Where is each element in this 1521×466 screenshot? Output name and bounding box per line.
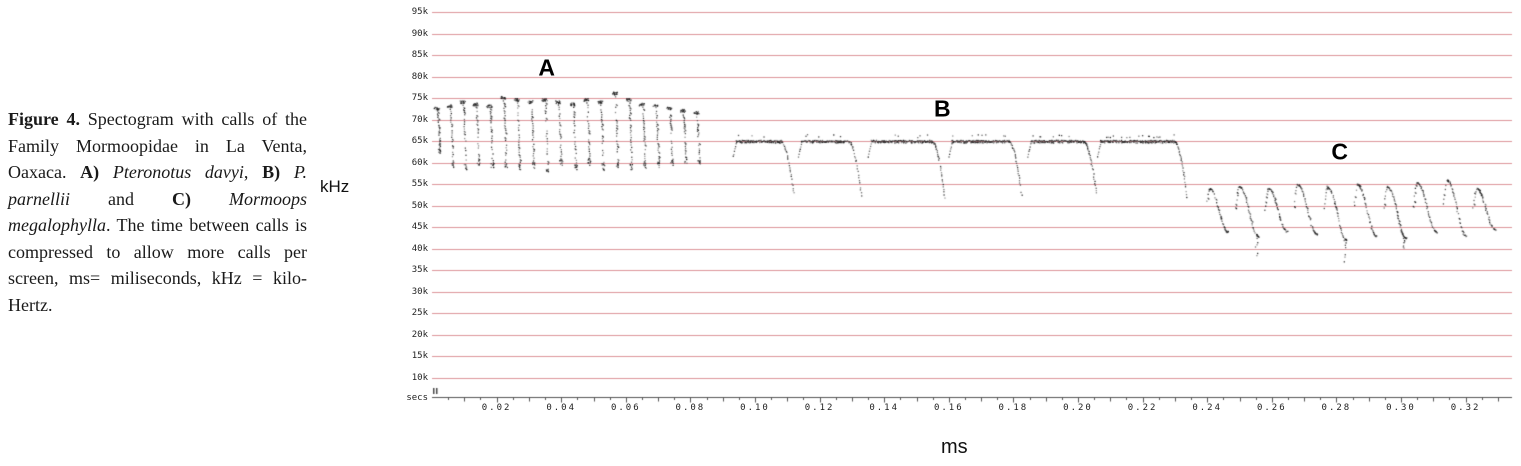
x-tick-label: 0.20 <box>1063 403 1093 413</box>
y-tick-label: 35k <box>411 265 428 275</box>
y-tick-label: 60k <box>411 157 428 168</box>
y-tick-label: 50k <box>411 200 428 211</box>
caption-text <box>191 189 229 209</box>
call-group-label-b: B <box>934 95 951 122</box>
y-tick-label: 10k <box>411 372 428 383</box>
caption-text <box>280 162 294 182</box>
x-tick-label: 0.18 <box>998 403 1029 413</box>
caption-bold-text: C) <box>171 188 191 209</box>
y-axis-title: kHz <box>320 177 350 196</box>
x-tick-label: 0.04 <box>546 403 577 413</box>
y-tick-label: 20k <box>411 329 428 340</box>
caption-text: , <box>243 162 263 182</box>
y-tick-label: 30k <box>411 286 428 297</box>
x-tick-label: 0.30 <box>1386 403 1416 413</box>
y-tick-label: 75k <box>411 93 428 103</box>
x-tick-label: 0.08 <box>675 403 706 413</box>
x-tick-label: 0.22 <box>1127 403 1158 413</box>
x-tick-label: 0.10 <box>740 403 770 413</box>
y-tick-label: 85k <box>411 50 428 60</box>
x-tick-label: 0.14 <box>869 403 900 413</box>
y-tick-label: 40k <box>411 243 428 254</box>
call-group-label-a: A <box>538 54 555 81</box>
figure-caption: Figure 4. Spectogram with calls of the F… <box>8 106 307 318</box>
x-tick-label: 0.24 <box>1192 403 1223 413</box>
caption-bold-text: A) <box>80 162 100 182</box>
caption-species-name: P. parnellii <box>8 162 308 209</box>
y-tick-label: 25k <box>411 308 428 318</box>
time-axis-units-label: secs <box>406 393 428 403</box>
caption-text: . The time between calls is compressed t… <box>8 215 307 315</box>
y-tick-label: 70k <box>411 114 428 125</box>
caption-bold-text: B) <box>262 162 281 182</box>
x-axis-title: ms <box>941 436 968 458</box>
y-tick-label: 80k <box>411 71 428 82</box>
caption-text: and <box>70 188 172 209</box>
x-tick-label: 0.12 <box>804 403 835 413</box>
x-tick-label: 0.02 <box>481 403 512 413</box>
caption-species-name: Pteronotus davyi <box>112 162 244 182</box>
y-tick-label: 55k <box>411 179 428 189</box>
x-tick-label: 0.26 <box>1256 403 1287 413</box>
y-tick-label: 45k <box>411 222 428 232</box>
y-tick-label: 65k <box>411 136 428 146</box>
caption-text <box>99 162 113 182</box>
call-group-label-c: C <box>1331 138 1348 165</box>
x-tick-label: 0.28 <box>1321 403 1352 413</box>
y-tick-label: 90k <box>411 28 428 39</box>
y-tick-label: 95k <box>411 7 428 17</box>
caption-bold-text: Figure 4. <box>8 109 80 129</box>
x-tick-label: 0.06 <box>610 403 641 413</box>
caption-text: Spectogram with calls of the Family Morm… <box>8 109 307 182</box>
x-tick-label: 0.32 <box>1450 403 1481 413</box>
caption-species-name: Mormoops megalophylla <box>8 188 307 236</box>
x-tick-label: 0.16 <box>933 403 964 413</box>
y-tick-label: 15k <box>411 351 428 361</box>
